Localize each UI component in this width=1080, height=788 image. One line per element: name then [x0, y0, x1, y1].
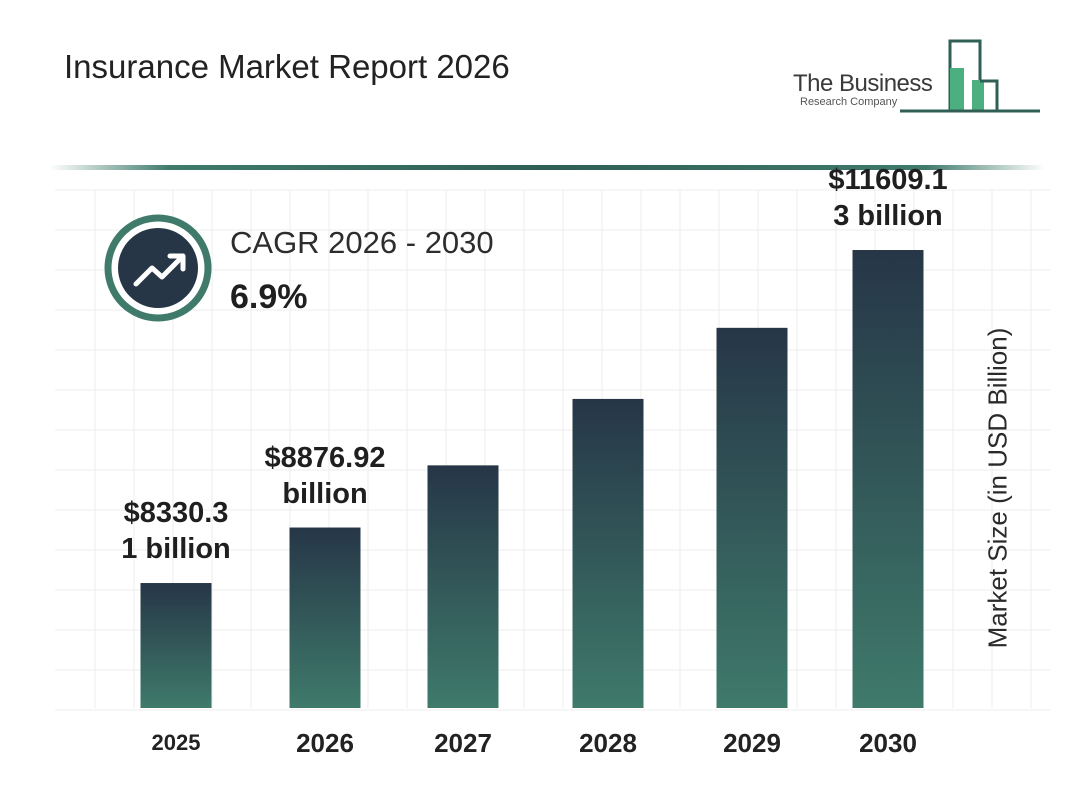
bar-2030	[852, 250, 924, 708]
x-tick-label: 2025	[152, 730, 201, 755]
y-axis-label: Market Size (in USD Billion)	[982, 327, 1013, 649]
data-label-2026: $8876.92 billion	[240, 440, 410, 512]
bar-2028	[572, 398, 644, 708]
header-divider	[50, 165, 1045, 170]
data-label-line: $11609.1	[828, 164, 948, 196]
chart-bars	[140, 250, 924, 708]
x-tick-label: 2026	[296, 728, 354, 758]
company-logo: The Business Research Company	[790, 38, 1040, 118]
data-label-2025: $8330.3 1 billion	[91, 495, 261, 567]
data-label-line: $8876.92	[264, 441, 386, 474]
bar-2029	[716, 327, 788, 708]
x-tick-label: 2028	[579, 728, 637, 758]
data-label-2030: $11609.1 3 billion	[803, 162, 973, 234]
data-label-line: $8330.3	[123, 497, 229, 530]
data-label-line: 1 billion	[121, 533, 231, 566]
cagr-value: 6.9%	[230, 278, 308, 316]
x-tick-label: 2029	[723, 728, 781, 758]
x-tick-label: 2030	[859, 728, 917, 758]
cagr-badge	[104, 214, 212, 322]
logo-bars-icon	[900, 39, 1040, 113]
trend-up-icon	[104, 214, 212, 322]
data-label-line: billion	[282, 477, 368, 510]
logo-subtitle: Research Company	[800, 96, 898, 108]
bar-2025	[140, 583, 212, 708]
cagr-label: CAGR 2026 - 2030	[230, 225, 494, 260]
x-tick-label: 2027	[434, 728, 492, 758]
x-axis-ticks: 2025 2026 2027 2028 2029 2030	[152, 728, 917, 758]
page-title: Insurance Market Report 2026	[64, 48, 510, 85]
data-label-line: 3 billion	[833, 200, 943, 232]
bar-2026	[289, 527, 361, 708]
logo-name: The Business	[793, 70, 933, 97]
bar-2027	[427, 465, 499, 708]
